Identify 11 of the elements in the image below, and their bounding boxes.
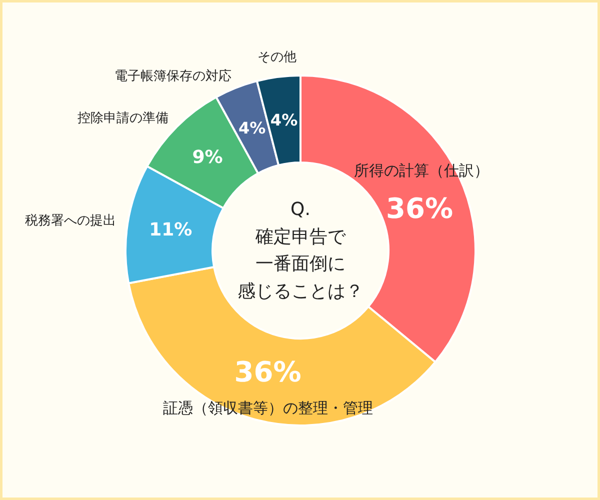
data-label: 36% xyxy=(234,355,302,388)
text: Q. 確定申告で一番面倒に感じることは？ xyxy=(238,199,364,302)
data-label: 9% xyxy=(192,147,223,168)
slice-label: 控除申請の準備 xyxy=(77,110,168,126)
data-label: 4% xyxy=(238,118,266,138)
slice-label: 税務署への提出 xyxy=(24,214,116,229)
slice-label: 電子帳簿保存の対応 xyxy=(114,68,232,84)
slice-label: その他 xyxy=(258,50,297,65)
data-label: 11% xyxy=(149,219,192,240)
data-label: 36% xyxy=(386,192,454,226)
data-label: 4% xyxy=(270,110,298,130)
